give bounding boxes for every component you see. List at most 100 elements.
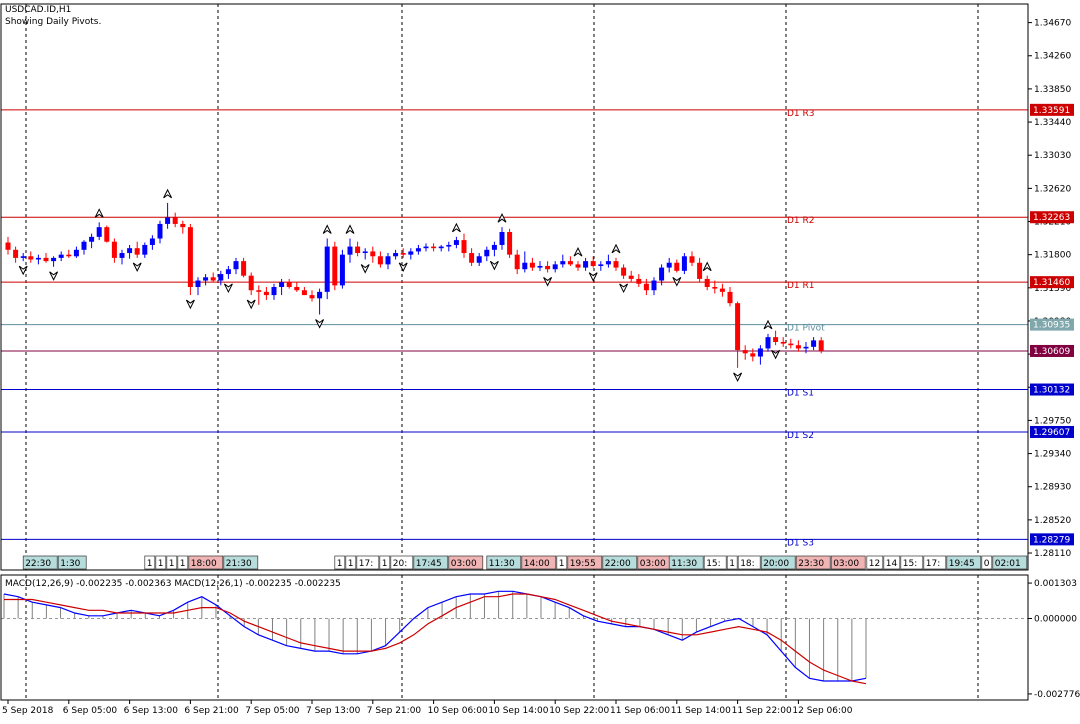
fractal-up-marker — [763, 319, 773, 330]
session-box — [57, 555, 87, 570]
price-tick-label: 1.33440 — [1034, 118, 1071, 128]
session-box — [737, 555, 761, 570]
candle-body — [400, 253, 406, 255]
candle-body — [294, 287, 300, 291]
price-tick-label: 1.28520 — [1034, 516, 1071, 526]
time-tick-label: 7 Sep 21:00 — [367, 706, 422, 716]
candle-body — [58, 254, 64, 258]
session-label: 22:30 — [25, 559, 51, 569]
session-label: 1 — [729, 559, 735, 569]
candle-body — [484, 249, 490, 257]
session-box — [795, 555, 831, 570]
session-label: 02:01 — [995, 559, 1021, 569]
pivot-subtitle: Showing Daily Pivots. — [5, 17, 101, 27]
candle-body — [780, 341, 786, 344]
pivot-name: D1 R2 — [787, 216, 815, 226]
time-tick-label: 11 Sep 22:00 — [732, 706, 792, 716]
fractal-down-marker — [315, 319, 325, 329]
session-box — [223, 555, 259, 570]
candle-body — [51, 257, 57, 262]
candle-body — [225, 269, 231, 275]
candle-body — [765, 337, 771, 349]
candle-body — [514, 254, 520, 270]
session-box — [166, 555, 178, 570]
candle-body — [241, 261, 247, 276]
macd-tick-label: 0.000000 — [1034, 614, 1077, 624]
session-label: 1 — [169, 559, 175, 569]
session-box — [726, 555, 738, 570]
candle-body — [621, 267, 627, 276]
fractal-up-marker — [94, 208, 104, 218]
session-label: 14 — [886, 559, 898, 569]
session-box — [923, 555, 947, 570]
pivot-name: D1 R3 — [787, 109, 815, 119]
session-box — [521, 555, 557, 570]
candle-body — [811, 340, 817, 347]
pivot-price-box — [1030, 103, 1074, 116]
price-tick-label: 1.28930 — [1034, 483, 1071, 493]
fractal-up-marker — [611, 243, 621, 254]
pivot-name: D1 R1 — [787, 281, 815, 291]
fractals — [18, 188, 781, 382]
session-label: 0 — [984, 559, 990, 569]
candle-body — [727, 291, 733, 304]
session-box — [188, 555, 224, 570]
candle-body — [248, 275, 254, 291]
fractal-up-marker — [451, 222, 461, 233]
pivot-price-label: 1.30609 — [1033, 347, 1070, 357]
price-tick-label: 1.31390 — [1034, 284, 1071, 294]
candle-body — [491, 244, 497, 250]
candle-body — [697, 262, 703, 279]
session-label: 19:45 — [949, 559, 975, 569]
candle-body — [446, 244, 452, 247]
candle-body — [507, 232, 513, 255]
session-label: 1 — [382, 559, 388, 569]
session-label: 15: — [706, 559, 720, 569]
candle-body — [689, 256, 695, 263]
candle-body — [119, 253, 125, 258]
candle-body — [788, 343, 794, 346]
vertical-grid — [25, 4, 979, 700]
fractal-down-marker — [672, 277, 682, 287]
candle-body — [681, 256, 687, 271]
candle-body — [13, 249, 19, 258]
candle-body — [719, 288, 725, 292]
session-box — [379, 555, 391, 570]
candle-body — [263, 291, 269, 296]
candle-body — [347, 246, 353, 255]
time-tick-label: 6 Sep 21:00 — [184, 706, 239, 716]
candle-body — [73, 249, 79, 257]
candle-body — [279, 282, 285, 287]
candle-body — [461, 240, 467, 254]
session-box — [883, 555, 901, 570]
price-tick-label: 1.29340 — [1034, 450, 1071, 460]
time-tick-label: 10 Sep 14:00 — [488, 706, 548, 716]
main-panel-frame — [0, 3, 1029, 571]
pivot-price-box — [1030, 383, 1074, 396]
session-label: 1 — [348, 559, 354, 569]
session-label: 03:00 — [451, 559, 477, 569]
candle-body — [393, 253, 399, 257]
session-label: 03:00 — [833, 559, 859, 569]
session-label: 20:00 — [763, 559, 789, 569]
fractal-down-marker — [733, 372, 743, 382]
pivot-name: D1 S1 — [787, 389, 814, 399]
session-labels: 22:30 1:30 1 1 1 1 18:00 21:30 1 1 17: 1 20: 17:45 03:… — [22, 555, 1028, 570]
time-tick-label: 11 Sep 06:00 — [610, 706, 670, 716]
pivot-lines: D1 R3 D1 R2 D1 R1 D1 Pivot D1 S1 D1 S2 D1 S3 — [1, 109, 1028, 548]
fractal-down-marker — [18, 265, 28, 276]
candle-body — [104, 227, 110, 242]
session-label: 22:00 — [605, 559, 631, 569]
session-label: 20: — [393, 559, 407, 569]
fractal-down-marker — [132, 262, 142, 273]
session-box — [448, 555, 484, 570]
candles — [5, 202, 824, 368]
session-label: 17: — [926, 559, 940, 569]
pivot-price-box — [1030, 425, 1074, 438]
fractal-up-marker — [163, 188, 173, 199]
fractal-down-marker — [543, 277, 553, 287]
time-axis: 5 Sep 2018 6 Sep 05:00 6 Sep 13:00 6 Sep 21… — [2, 700, 853, 716]
session-box — [486, 555, 522, 570]
